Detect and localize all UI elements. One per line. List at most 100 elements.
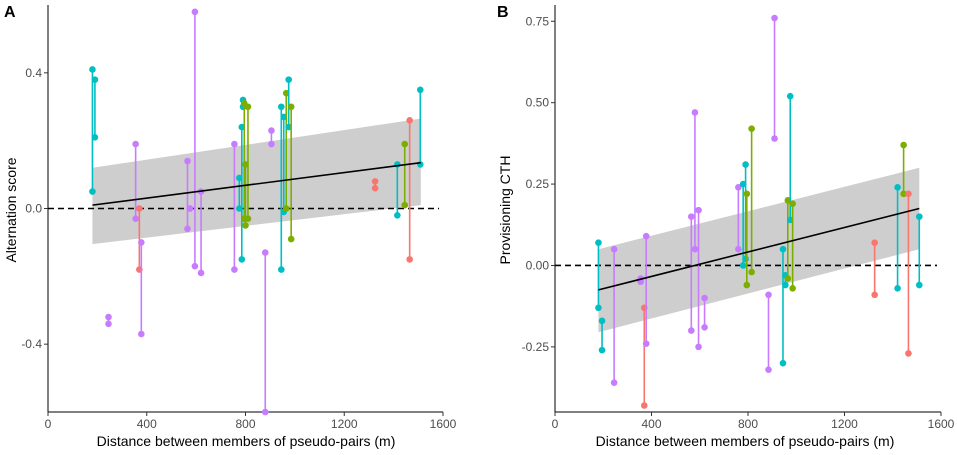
panel-b-data-point	[742, 161, 749, 168]
panel-b-data-point	[748, 125, 755, 133]
panel-a-data-point	[89, 66, 96, 73]
panel-b-y-tick-label: 0.25	[526, 177, 550, 191]
panel-b-data-point	[765, 291, 772, 299]
panel-b-data-point	[779, 359, 787, 367]
panel-a-data-point	[285, 123, 293, 131]
panel-b-data-point	[894, 284, 901, 292]
panel-b-data-point	[915, 213, 923, 220]
panel-a-data-point	[91, 133, 99, 141]
panel-a-data-point	[238, 123, 246, 131]
panel-a-x-tick-label: 0	[45, 417, 52, 431]
panel-a-data-point	[132, 215, 139, 222]
panel-a-confidence-ribbon	[92, 118, 421, 245]
panel-b-data-point	[742, 255, 749, 263]
panel-a-data-point	[231, 140, 238, 148]
panel-a-data-point	[197, 269, 205, 277]
panel-a-y-tick-label: 0.4	[25, 66, 42, 80]
panel-a-data-point	[401, 201, 409, 209]
panel-a-data-point	[231, 266, 238, 273]
panel-b-data-point	[894, 184, 901, 191]
panel-b-data-point	[695, 343, 702, 351]
panel-b-x-tick-label: 800	[738, 417, 758, 431]
panel-a-data-point	[394, 211, 401, 219]
panel-a-data-point	[184, 157, 191, 165]
panel-b-data-point	[771, 14, 778, 22]
panel-b-data-point	[688, 327, 695, 334]
panel-b-data-point	[743, 190, 751, 198]
panel-a-data-point	[277, 266, 285, 273]
panel-a-data-point	[371, 178, 379, 185]
panel-b-x-tick-label: 1200	[831, 417, 858, 431]
panel-a-data-point	[268, 140, 275, 148]
panel-b-y-tick-label: 0.75	[526, 14, 550, 28]
panel-b-data-point	[905, 350, 912, 357]
panel-a-data-point	[136, 205, 143, 212]
panel-b-data-point	[701, 294, 708, 302]
panel-a-x-tick-label: 1200	[331, 417, 358, 431]
panel-a-letter: A	[4, 4, 16, 21]
panel-a: A Alternation score Distance between mem…	[3, 4, 457, 449]
panel-b-data-point	[642, 340, 650, 347]
panel-a-data-point	[287, 103, 295, 111]
panel-a-data-point	[261, 249, 269, 256]
panel-b-data-point	[735, 245, 742, 253]
panel-a-x-tick-label: 1600	[430, 417, 457, 431]
panel-b-data-point	[701, 324, 708, 331]
panel-a-x-axis-title: Distance between members of pseudo-pairs…	[97, 433, 396, 449]
panel-a-data-point	[138, 239, 145, 246]
panel-b-data-point	[598, 346, 606, 354]
panel-b-data-point	[784, 275, 792, 282]
panel-a-y-tick-label: -0.4	[21, 337, 42, 351]
panel-a-data-point	[242, 161, 249, 168]
panel-a-data-point	[236, 174, 243, 182]
panel-b-data-point	[598, 317, 606, 325]
panel-b-data-point	[739, 262, 747, 269]
panel-a-data-point	[268, 127, 275, 134]
panel-a-data-point	[282, 89, 290, 97]
panel-a-y-tick-label: 0.0	[25, 202, 42, 216]
panel-b-data-point	[610, 245, 618, 253]
panel-b-data-point	[691, 245, 699, 253]
panel-b-data-point	[871, 239, 878, 246]
panel-b-y-axis-title: Provisioning CTH	[497, 156, 513, 265]
panel-b-data-point	[786, 92, 794, 100]
panel-b-data-point	[789, 200, 796, 207]
panel-b-data-point	[691, 109, 699, 116]
panel-a-data-point	[244, 215, 252, 222]
panel-a-data-point	[277, 103, 285, 111]
panel-b-data-point	[915, 281, 923, 289]
panel-a-data-point	[186, 205, 194, 212]
panel-b-y-tick-label: -0.25	[522, 340, 550, 354]
panel-b-x-tick-label: 400	[641, 417, 661, 431]
panel-a-data-point	[91, 76, 99, 83]
panel-a-data-point	[261, 408, 269, 416]
panel-b-data-point	[905, 190, 912, 198]
panel-b-trend-line	[598, 207, 920, 291]
panel-a-data-point	[89, 188, 96, 195]
panel-b-data-point	[871, 291, 878, 299]
panel-b-data-point	[771, 135, 778, 142]
panel-b-data-point	[779, 245, 787, 253]
panel-b-y-tick-label: 0.50	[526, 96, 550, 110]
panel-b-x-tick-label: 0	[552, 417, 559, 431]
panel-a-data-point	[416, 86, 424, 94]
panel-a-data-point	[406, 117, 413, 124]
panel-a-x-tick-label: 400	[137, 417, 157, 431]
panel-a-data-point	[242, 222, 249, 229]
panel-a-data-point	[138, 330, 145, 338]
panel-a-data-point	[236, 205, 243, 212]
panel-b-data-point	[782, 281, 789, 289]
panel-a-x-tick-label: 800	[235, 417, 255, 431]
panel-b-data-point	[735, 184, 742, 191]
panel-b-data-point	[595, 239, 602, 246]
panel-b-data-point	[765, 366, 772, 373]
panel-b-data-point	[610, 379, 618, 386]
panel-b-x-tick-label: 1600	[928, 417, 955, 431]
panel-a-data-point	[105, 320, 112, 328]
panel-a-data-point	[371, 184, 379, 192]
panel-a-data-point	[191, 8, 199, 16]
panel-a-trend-line	[92, 161, 421, 206]
panel-b-data-point	[789, 284, 796, 292]
panel-b-letter: B	[497, 4, 509, 21]
